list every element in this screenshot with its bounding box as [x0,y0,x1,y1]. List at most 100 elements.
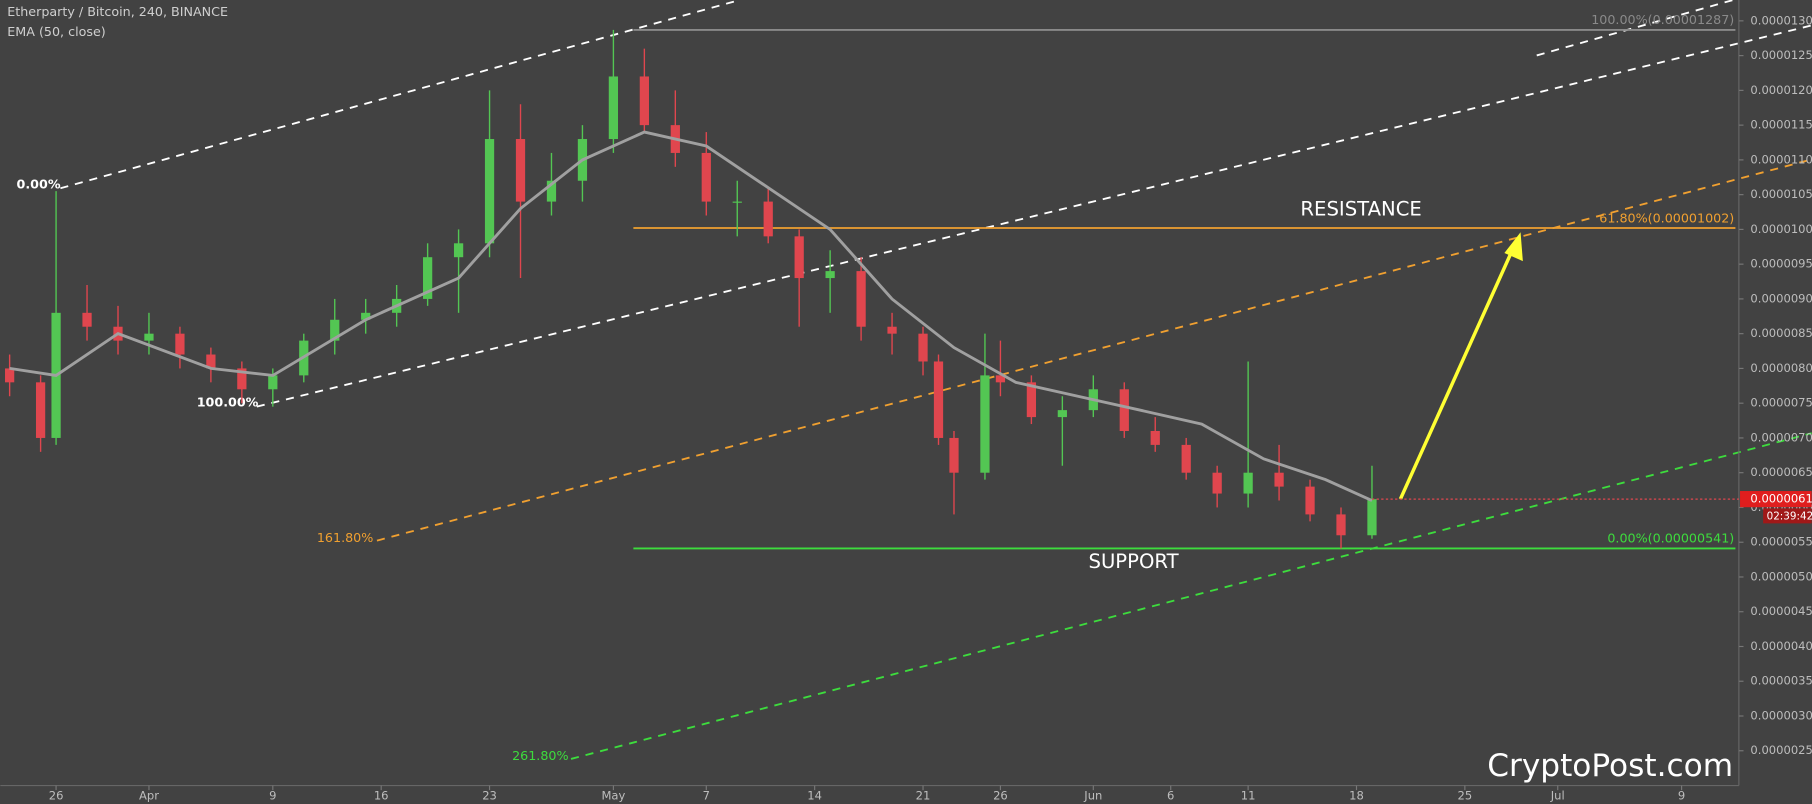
candle-body [732,201,742,203]
candle-body [237,368,247,390]
candle-body [1212,472,1222,494]
channel-label: 261.80% [512,748,568,763]
y-tick-label: 0.00000850 [1750,326,1812,340]
candle-body [175,333,185,355]
y-tick-label: 0.00001050 [1750,187,1812,201]
x-tick-label: 14 [807,788,822,802]
candle-body [949,437,959,473]
y-tick-label: 0.00000250 [1750,743,1812,757]
candle-body [268,375,278,390]
x-tick-label: 25 [1458,788,1473,802]
y-tick-label: 0.00000750 [1750,396,1812,410]
candle-body [608,76,619,140]
candle-body [995,375,1006,383]
candle-body [980,375,990,473]
x-tick-label: 16 [374,788,389,802]
y-tick-label: 0.00000700 [1750,430,1812,444]
candle-body [856,271,866,327]
y-tick-label: 0.00000550 [1750,535,1812,549]
candle-body [82,312,92,327]
x-tick-label: 9 [1678,788,1685,802]
x-tick-label: Jun [1083,788,1102,802]
y-tick-label: 0.00000800 [1750,361,1812,375]
x-tick-label: 26 [993,788,1008,802]
channel-label: 0.00% [17,176,61,191]
x-tick-label: May [601,788,625,802]
candle-body [5,368,15,383]
x-tick-label: 7 [703,788,710,802]
channel-line [60,0,740,190]
candle-body [763,201,773,237]
x-tick-label: 26 [49,788,64,802]
y-tick-label: 0.00001300 [1750,13,1812,27]
arrow [1398,232,1523,500]
x-tick-label: 11 [1241,788,1256,802]
channel-line [256,24,1812,408]
candle-body [639,76,649,126]
candle-body [206,354,216,369]
candle-body [1026,382,1037,418]
x-tick-label: Apr [139,788,159,802]
candle-body [1274,472,1284,487]
trend-channel [60,0,1812,760]
y-tick-label: 0.00000450 [1750,604,1812,618]
candle-body [484,139,495,244]
price-tag-label: 0.00000612 [1750,492,1812,506]
candle-body [825,271,835,279]
candle-body [144,333,154,341]
candle-body [1057,410,1067,418]
arrow-shaft [1398,246,1516,500]
y-tick-label: 0.00001000 [1750,222,1812,236]
channel-label: 100.00% [197,395,259,410]
chart-title: Etherparty / Bitcoin, 240, BINANCE [7,4,228,19]
candle-body [1150,430,1160,445]
support-label: SUPPORT [1088,550,1179,573]
y-tick-label: 0.00000900 [1750,291,1812,305]
candle-body [1305,486,1315,515]
candle-body [330,319,340,341]
channel-line [570,432,1812,760]
ema-line [9,130,1373,502]
y-tick-label: 0.00001150 [1750,118,1812,132]
y-tick-label: 0.00001250 [1750,48,1812,62]
indicator-legend: EMA (50, close) [7,24,105,39]
y-tick-label: 0.00000650 [1750,465,1812,479]
channel-line [376,158,1812,542]
watermark: CryptoPost.com [1487,748,1733,784]
fib-level-label: 0.00%(0.00000541) [1607,531,1734,546]
fib-level-label: 100.00%(0.00001287) [1591,12,1734,27]
candle-body [794,236,804,279]
y-tick-label: 0.00000500 [1750,569,1812,583]
y-tick-label: 0.00000400 [1750,639,1812,653]
candle-body [361,312,371,320]
channel-label: 161.80% [317,530,373,545]
candle-body [546,180,557,202]
y-tick-label: 0.00000950 [1750,257,1812,271]
candle-body [933,361,944,438]
candle-body [453,243,464,258]
y-tick-label: 0.00001200 [1750,83,1812,97]
fib-level-label: 61.80%(0.00001002) [1599,210,1734,225]
candle-body [515,139,526,202]
channel-line [1536,0,1734,57]
x-tick-label: 18 [1349,788,1364,802]
candle-body [1243,472,1253,494]
x-tick-label: Jul [1550,788,1565,802]
y-tick-label: 0.00001100 [1750,152,1812,166]
candle-body [423,257,433,299]
arrow-head [1504,232,1523,262]
candle-body [887,326,897,334]
resistance-label: RESISTANCE [1300,198,1421,221]
countdown-tag [1763,508,1812,524]
price-tag [1740,491,1812,508]
x-tick-label: 9 [269,788,276,802]
candle-body [1336,514,1346,536]
candle-body [701,152,711,202]
candle-body [918,333,928,362]
x-tick-label: 23 [482,788,497,802]
countdown-label: 02:39:42 [1767,510,1812,522]
candle-body [1181,444,1191,473]
